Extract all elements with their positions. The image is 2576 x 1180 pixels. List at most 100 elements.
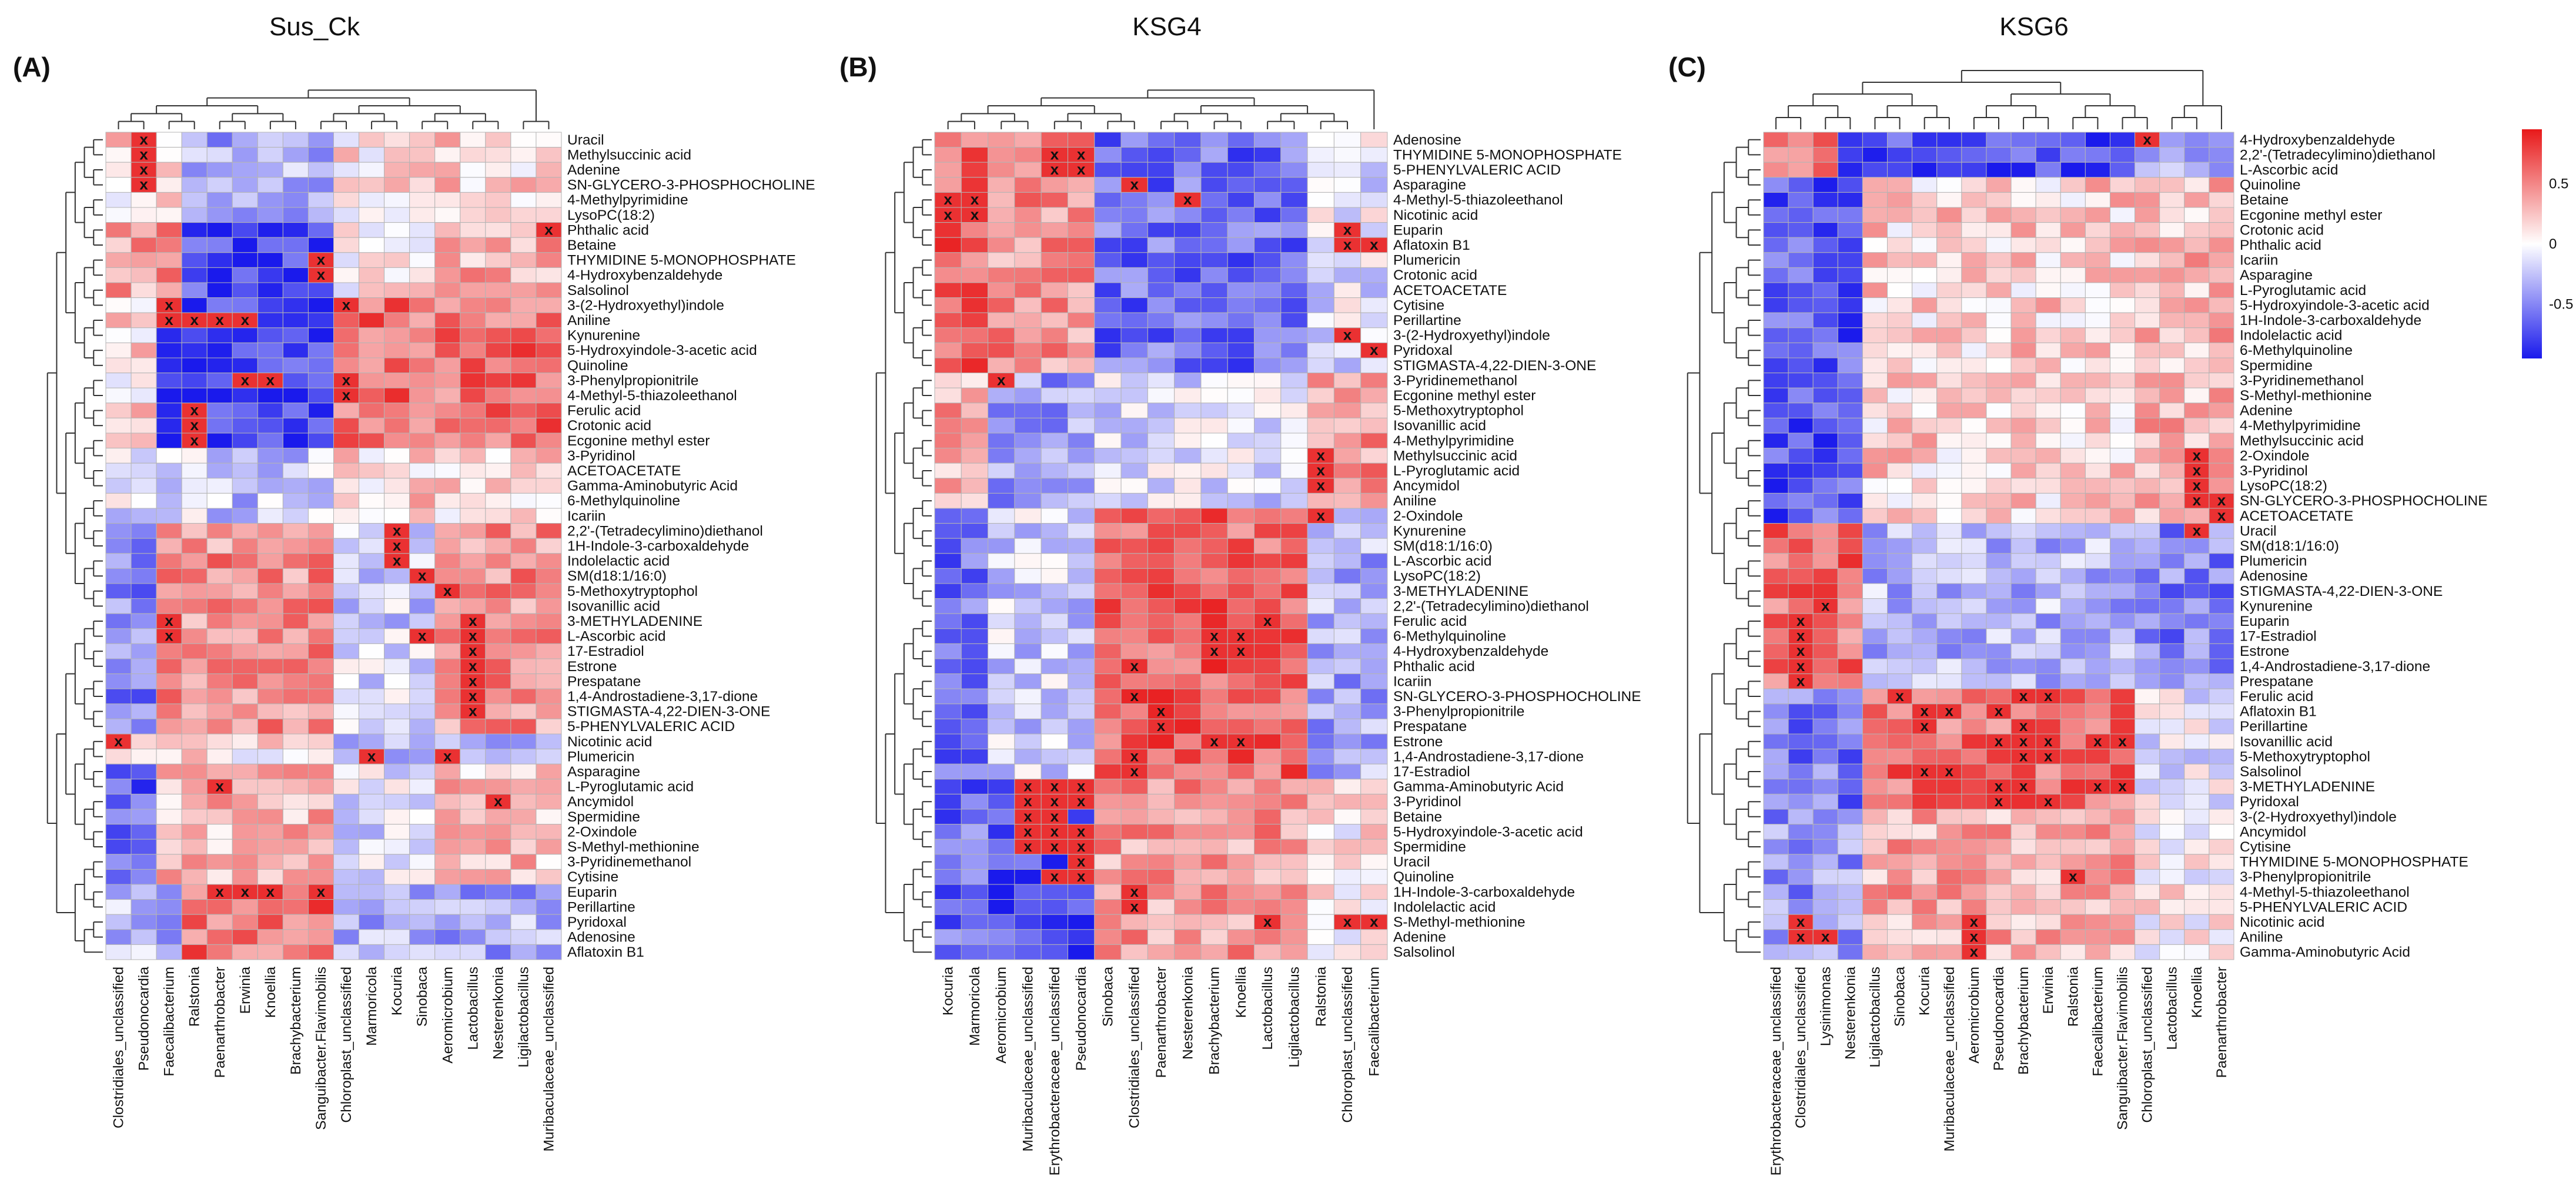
heatmap-cell xyxy=(2085,147,2110,163)
heatmap-cell xyxy=(359,628,385,644)
heatmap-cell xyxy=(131,357,157,374)
column-label: Faecalibacterium xyxy=(1366,967,1382,1077)
heatmap-cell xyxy=(1280,884,1308,900)
heatmap-cell xyxy=(1147,222,1175,238)
heatmap-cell xyxy=(232,718,258,735)
heatmap-cell xyxy=(934,793,962,810)
heatmap-cell xyxy=(2060,673,2086,689)
heatmap-cell xyxy=(1936,553,1962,569)
significance-mark: x xyxy=(266,883,275,900)
significance-mark: x xyxy=(1370,341,1379,358)
heatmap-cell xyxy=(409,718,436,735)
heatmap-cell xyxy=(1147,147,1175,163)
heatmap-cell xyxy=(1307,598,1334,614)
heatmap-cell xyxy=(1254,568,1282,584)
panel-a-label: (A) xyxy=(13,52,51,82)
heatmap-cell xyxy=(1887,553,1913,569)
heatmap-cell xyxy=(1307,297,1334,313)
heatmap-cell xyxy=(2159,733,2185,750)
heatmap-cell xyxy=(1788,207,1814,223)
heatmap-cell xyxy=(1227,417,1255,434)
heatmap-cell xyxy=(1067,327,1095,343)
heatmap-cell xyxy=(1986,312,2012,328)
heatmap-cell xyxy=(232,929,258,945)
heatmap-cell xyxy=(536,749,562,765)
heatmap-cell xyxy=(1862,718,1888,735)
heatmap-cell xyxy=(2135,793,2160,810)
heatmap-cell xyxy=(1788,854,1814,870)
heatmap-cell xyxy=(1227,523,1255,539)
heatmap-cell xyxy=(2085,207,2110,223)
heatmap-cell xyxy=(1227,583,1255,599)
heatmap-cell xyxy=(307,914,334,930)
column-label: Erwinia xyxy=(2040,967,2056,1014)
heatmap-cell xyxy=(105,598,132,614)
heatmap-cell xyxy=(1014,718,1042,735)
heatmap-cell xyxy=(510,433,537,449)
heatmap-cell xyxy=(2184,733,2210,750)
heatmap-cell xyxy=(282,237,309,253)
heatmap-cell xyxy=(1812,327,1838,343)
heatmap-cell xyxy=(307,899,334,915)
heatmap-cell xyxy=(485,568,511,584)
heatmap-cell xyxy=(1763,448,1789,464)
heatmap-cell xyxy=(2209,433,2234,449)
heatmap-cell xyxy=(1961,733,1987,750)
heatmap-cell xyxy=(2085,538,2110,554)
heatmap-cell xyxy=(934,718,962,735)
heatmap-cell xyxy=(2109,944,2136,960)
heatmap-cell xyxy=(1837,658,1863,675)
heatmap-cell xyxy=(1936,252,1962,268)
heatmap-cell xyxy=(2010,899,2036,915)
heatmap-cell xyxy=(460,914,486,930)
row-label: 17-Estradiol xyxy=(2240,629,2317,645)
heatmap-cell xyxy=(1147,899,1175,915)
heatmap-cell xyxy=(1837,673,1863,689)
heatmap-cell xyxy=(1041,568,1068,584)
heatmap-cell xyxy=(156,884,182,900)
heatmap-cell xyxy=(961,267,989,283)
heatmap-cell xyxy=(460,508,486,524)
heatmap-cell xyxy=(1887,207,1913,223)
heatmap-cell xyxy=(181,944,208,960)
heatmap-cell xyxy=(1280,462,1308,479)
heatmap-cell xyxy=(1094,839,1122,855)
row-label: ACETOACETATE xyxy=(1393,283,1507,299)
heatmap-cell xyxy=(460,553,486,569)
row-label: Spermidine xyxy=(1393,839,1466,855)
heatmap-cell xyxy=(2109,162,2136,178)
heatmap-cell xyxy=(934,373,962,388)
heatmap-cell xyxy=(1200,132,1228,148)
heatmap-cell xyxy=(536,222,562,238)
heatmap-cell xyxy=(206,282,233,299)
heatmap-cell xyxy=(257,538,283,554)
heatmap-cell xyxy=(409,658,436,675)
heatmap-cell xyxy=(2209,944,2234,960)
heatmap-cell xyxy=(2035,523,2061,539)
heatmap-cell xyxy=(1174,417,1202,434)
heatmap-cell xyxy=(510,779,537,795)
heatmap-cell xyxy=(181,839,208,855)
heatmap-cell xyxy=(359,944,385,960)
heatmap-cell xyxy=(2184,839,2210,855)
heatmap-cell xyxy=(1936,433,1962,449)
heatmap-cell xyxy=(409,583,436,599)
heatmap-cell xyxy=(961,839,989,855)
heatmap-cell xyxy=(1961,583,1987,599)
heatmap-cell xyxy=(2010,162,2036,178)
heatmap-cell xyxy=(1837,824,1863,840)
heatmap-cell xyxy=(934,508,962,524)
heatmap-cell xyxy=(282,538,309,554)
heatmap-cell xyxy=(1307,342,1334,358)
heatmap-cell xyxy=(1227,327,1255,343)
heatmap-cell xyxy=(333,703,360,719)
heatmap-cell xyxy=(1120,929,1148,945)
heatmap-cell xyxy=(2135,914,2160,930)
heatmap-cell xyxy=(2135,779,2160,795)
heatmap-cell xyxy=(2035,884,2061,900)
heatmap-cell xyxy=(282,688,309,705)
heatmap-cell xyxy=(1763,312,1789,328)
heatmap-cell xyxy=(1067,433,1095,449)
heatmap-cell xyxy=(1227,192,1255,208)
row-label: Asparagine xyxy=(1393,177,1466,193)
